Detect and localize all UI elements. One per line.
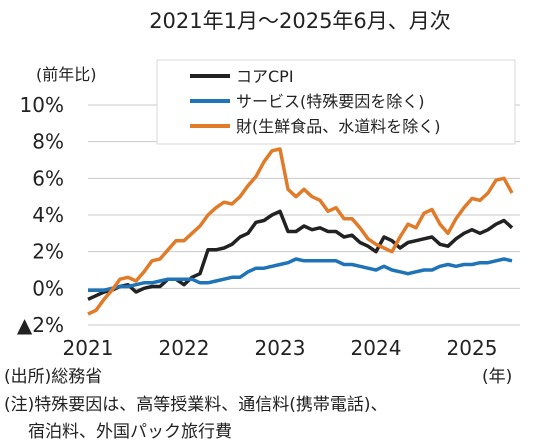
x-tick-label-4: 2025	[447, 336, 498, 360]
series-lines	[87, 147, 514, 316]
chart-title: 2021年1月～2025年6月、月次	[149, 9, 451, 33]
series-line-core-cpi	[87, 209, 514, 301]
legend-label-goods: 財(生鮮食品、水道料を除く)	[236, 117, 441, 136]
y-tick-label-3: 4%	[32, 203, 64, 227]
x-tick-label-0: 2021	[63, 336, 114, 360]
legend-label-core-cpi: コアCPI	[236, 67, 294, 86]
x-tick-labels: 2021 2022 2023 2024 2025	[63, 336, 498, 360]
y-tick-label-1: 8%	[32, 130, 64, 154]
x-tick-label-2: 2023	[255, 336, 306, 360]
y-tick-label-5: 0%	[32, 276, 64, 300]
source-note: (出所)総務省	[4, 367, 102, 387]
legend-label-services: サービス(特殊要因を除く)	[236, 92, 425, 111]
x-tick-label-3: 2024	[351, 336, 402, 360]
legend: コアCPI サービス(特殊要因を除く) 財(生鮮食品、水道料を除く)	[156, 59, 516, 145]
y-axis-unit: (前年比)	[36, 65, 97, 84]
series-line-goods	[87, 147, 514, 316]
footnote-line-1: (注)特殊要因は、高等授業料、通信料(携帯電話)、	[4, 395, 388, 415]
footnote-line-2: 宿泊料、外国パック旅行費	[28, 422, 232, 442]
x-tick-label-1: 2022	[159, 336, 210, 360]
y-tick-label-4: 2%	[32, 240, 64, 264]
y-tick-label-2: 6%	[32, 166, 64, 190]
y-tick-labels: 10% 8% 6% 4% 2% 0% ▲2%	[17, 93, 64, 337]
series-line-services	[88, 257, 513, 292]
y-tick-label-0: 10%	[20, 93, 64, 117]
y-tick-label-6: ▲2%	[17, 313, 64, 337]
x-axis-unit: (年)	[482, 367, 512, 387]
